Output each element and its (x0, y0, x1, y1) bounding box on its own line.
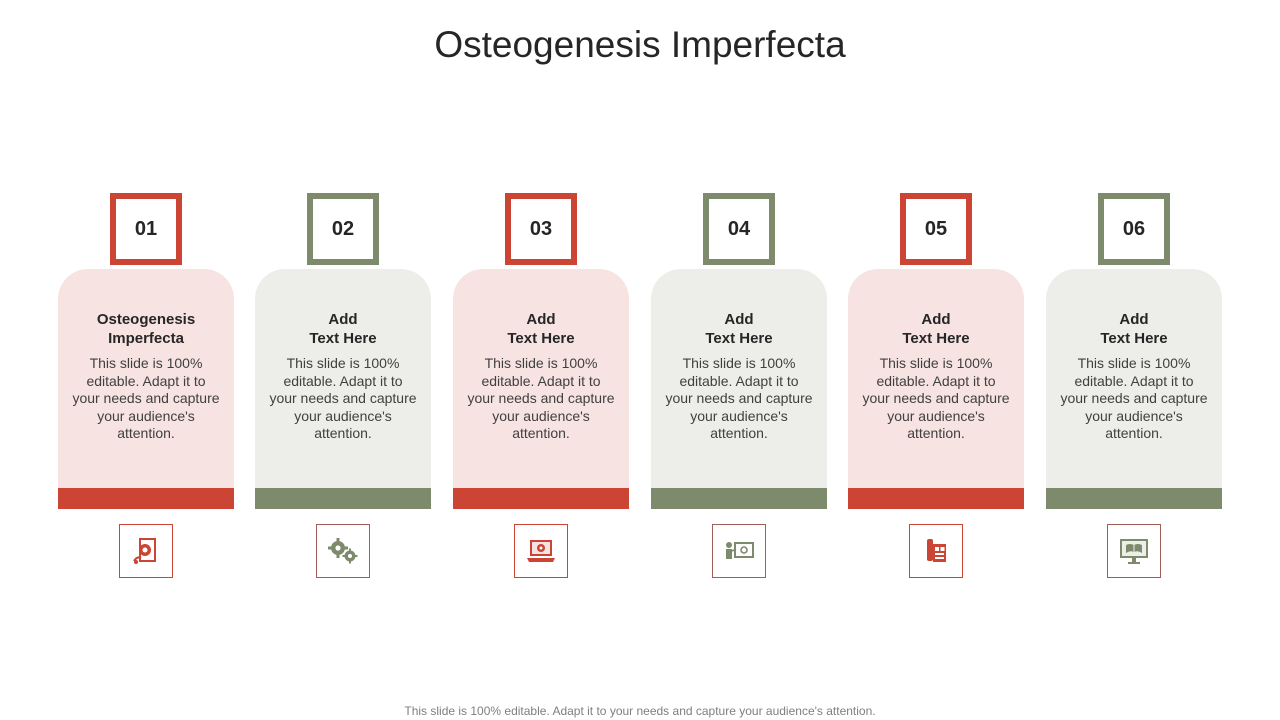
step-card: Add Text Here This slide is 100% editabl… (255, 269, 431, 488)
slide-footer: This slide is 100% editable. Adapt it to… (404, 704, 876, 718)
step-column: 02 Add Text Here This slide is 100% edit… (255, 0, 431, 720)
step-number: 03 (505, 193, 577, 265)
step-number: 06 (1098, 193, 1170, 265)
step-body: This slide is 100% editable. Adapt it to… (269, 355, 417, 442)
step-heading: Add Text Here (1100, 311, 1168, 347)
step-column: 05 Add Text Here This slide is 100% edit… (848, 0, 1024, 720)
presenter-screen-icon (712, 524, 766, 578)
step-card: Add Text Here This slide is 100% editabl… (651, 269, 827, 488)
step-body: This slide is 100% editable. Adapt it to… (862, 355, 1010, 442)
phone-document-icon (909, 524, 963, 578)
monitor-book-icon (1107, 524, 1161, 578)
step-card: Add Text Here This slide is 100% editabl… (453, 269, 629, 488)
step-heading: Add Text Here (902, 311, 970, 347)
step-card: Add Text Here This slide is 100% editabl… (1046, 269, 1222, 488)
step-bar (453, 488, 629, 509)
step-column: 03 Add Text Here This slide is 100% edit… (453, 0, 629, 720)
step-body: This slide is 100% editable. Adapt it to… (467, 355, 615, 442)
step-column: 04 Add Text Here This slide is 100% edit… (651, 0, 827, 720)
step-body: This slide is 100% editable. Adapt it to… (665, 355, 813, 442)
laptop-gear-icon (514, 524, 568, 578)
step-heading: Osteogenesis Imperfecta (96, 311, 196, 347)
slide-title: Osteogenesis Imperfecta (434, 24, 846, 65)
step-body: This slide is 100% editable. Adapt it to… (72, 355, 220, 442)
step-column: 06 Add Text Here This slide is 100% edit… (1046, 0, 1222, 720)
step-number: 01 (110, 193, 182, 265)
step-column: 01 Osteogenesis Imperfecta This slide is… (58, 0, 234, 720)
step-card: Osteogenesis Imperfecta This slide is 10… (58, 269, 234, 488)
step-number: 04 (703, 193, 775, 265)
step-heading: Add Text Here (507, 311, 575, 347)
step-number: 02 (307, 193, 379, 265)
step-number: 05 (900, 193, 972, 265)
step-body: This slide is 100% editable. Adapt it to… (1060, 355, 1208, 442)
step-bar (848, 488, 1024, 509)
step-bar (255, 488, 431, 509)
step-heading: Add Text Here (705, 311, 773, 347)
step-bar (651, 488, 827, 509)
step-heading: Add Text Here (309, 311, 377, 347)
step-bar (1046, 488, 1222, 509)
gears-icon (316, 524, 370, 578)
gear-document-icon (119, 524, 173, 578)
step-bar (58, 488, 234, 509)
step-card: Add Text Here This slide is 100% editabl… (848, 269, 1024, 488)
